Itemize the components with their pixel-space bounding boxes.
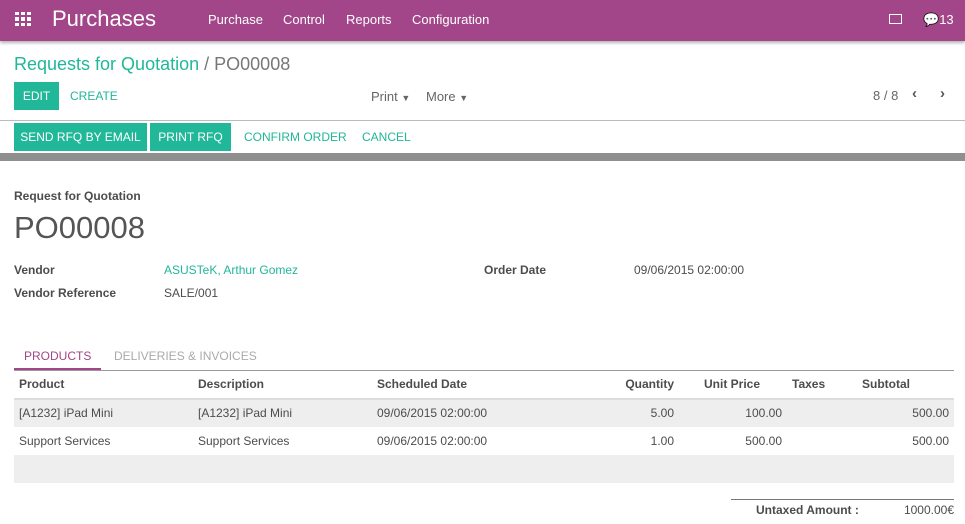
- print-rfq-button[interactable]: PRINT RFQ: [150, 123, 231, 151]
- cell-subtotal: 500.00: [857, 398, 954, 427]
- cell-description: Support Services: [198, 433, 290, 448]
- breadcrumb-parent[interactable]: Requests for Quotation: [14, 54, 200, 74]
- cell-date: 09/06/2015 02:00:00: [372, 398, 557, 427]
- menu-purchase[interactable]: Purchase: [208, 12, 263, 27]
- table-row[interactable]: Support Services Support Services 09/06/…: [14, 427, 954, 455]
- vendor-link[interactable]: ASUSTeK, Arthur Gomez: [164, 263, 299, 277]
- message-count: 13: [939, 12, 954, 27]
- untaxed-amount: 1000.00€: [903, 503, 954, 517]
- caret-down-icon: ▼: [401, 93, 411, 103]
- cancel-button[interactable]: CANCEL: [362, 130, 411, 144]
- print-dropdown[interactable]: Print ▼: [371, 89, 410, 104]
- messages-button[interactable]: 💬13: [923, 12, 954, 28]
- col-taxes[interactable]: Taxes: [787, 370, 857, 400]
- order-lines-table: Product Description Scheduled Date Quant…: [14, 370, 954, 483]
- form-subtitle: Request for Quotation: [14, 189, 141, 203]
- more-label: More: [426, 89, 456, 104]
- sheet-separator: [0, 153, 965, 161]
- chevron-right-icon[interactable]: ›: [940, 85, 945, 102]
- divider: [0, 120, 965, 121]
- cell-taxes: [787, 398, 857, 427]
- col-description[interactable]: Description: [193, 370, 372, 400]
- cell-subtotal: 500.00: [912, 433, 949, 448]
- menu-reports[interactable]: Reports: [346, 12, 392, 27]
- cell-product: [A1232] iPad Mini: [14, 398, 193, 427]
- cell-date: 09/06/2015 02:00:00: [377, 433, 488, 448]
- tab-products[interactable]: PRODUCTS: [14, 342, 102, 370]
- col-quantity[interactable]: Quantity: [557, 370, 679, 400]
- menu-configuration[interactable]: Configuration: [412, 12, 490, 27]
- edit-button[interactable]: EDIT: [14, 82, 59, 110]
- order-name: PO00008: [14, 210, 145, 245]
- vendor-ref-label: Vendor Reference: [14, 286, 117, 300]
- send-rfq-email-button[interactable]: SEND RFQ BY EMAIL: [14, 123, 147, 151]
- pager-value[interactable]: 8 / 8: [873, 88, 899, 103]
- apps-grid-icon[interactable]: [15, 12, 32, 26]
- top-navbar: Purchases Purchase Control Reports Confi…: [0, 0, 965, 41]
- totals-divider: [731, 499, 954, 500]
- order-date-label: Order Date: [484, 263, 547, 277]
- breadcrumb: Requests for Quotation / PO00008: [14, 54, 290, 75]
- more-dropdown[interactable]: More ▼: [426, 89, 468, 104]
- col-scheduled-date[interactable]: Scheduled Date: [372, 370, 557, 400]
- breadcrumb-current: PO00008: [214, 54, 291, 74]
- create-button[interactable]: CREATE: [70, 89, 118, 103]
- col-product[interactable]: Product: [14, 370, 193, 400]
- empty-row: [14, 454, 954, 483]
- untaxed-label: Untaxed Amount :: [756, 503, 859, 517]
- order-date-value: 09/06/2015 02:00:00: [634, 263, 745, 277]
- cell-description: [A1232] iPad Mini: [193, 398, 372, 427]
- cell-unit-price: 500.00: [745, 433, 782, 448]
- print-label: Print: [371, 89, 398, 104]
- cell-product: Support Services: [19, 433, 111, 448]
- cell-quantity: 1.00: [650, 433, 674, 448]
- col-subtotal[interactable]: Subtotal: [857, 370, 954, 400]
- vendor-label: Vendor: [14, 263, 55, 277]
- cell-quantity: 5.00: [557, 398, 679, 427]
- menu-control[interactable]: Control: [283, 12, 325, 27]
- col-unit-price[interactable]: Unit Price: [679, 370, 787, 400]
- cell-taxes: [787, 427, 857, 455]
- vendor-ref-value: SALE/001: [164, 286, 219, 300]
- cell-unit-price: 100.00: [679, 398, 787, 427]
- app-title: Purchases: [52, 6, 156, 31]
- mail-icon[interactable]: [889, 14, 902, 24]
- table-row[interactable]: [A1232] iPad Mini [A1232] iPad Mini 09/0…: [14, 398, 954, 427]
- breadcrumb-separator: /: [204, 54, 210, 74]
- table-header: Product Description Scheduled Date Quant…: [14, 370, 954, 400]
- caret-down-icon: ▼: [459, 93, 469, 103]
- chat-bubble-icon: 💬: [923, 12, 940, 27]
- chevron-left-icon[interactable]: ‹: [912, 85, 917, 102]
- tab-deliveries-invoices[interactable]: DELIVERIES & INVOICES: [114, 349, 257, 363]
- confirm-order-button[interactable]: CONFIRM ORDER: [244, 130, 347, 144]
